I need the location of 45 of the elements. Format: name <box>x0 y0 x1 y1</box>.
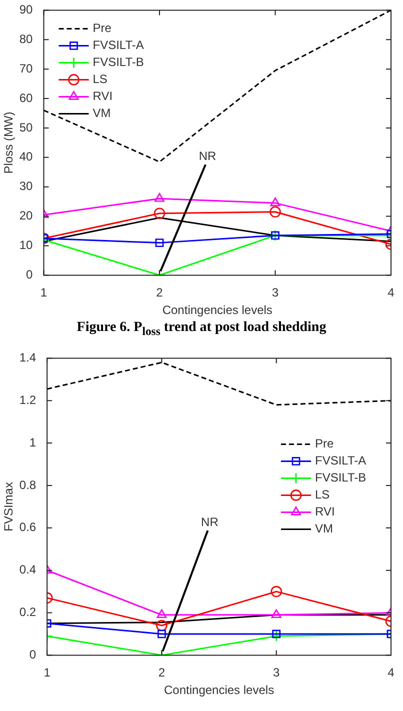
y-tick-label: 40 <box>19 150 34 164</box>
x-tick-label: 1 <box>44 666 51 680</box>
y-tick-label: 80 <box>19 32 34 46</box>
legend-label: FVSILT-B <box>92 55 144 70</box>
x-tick-label: 2 <box>156 286 164 300</box>
legend-label: FVSILT-A <box>92 38 144 52</box>
y-tick-label: 0.2 <box>19 604 36 619</box>
legend-label: RVI <box>92 89 113 104</box>
y-tick-label: 70 <box>19 61 34 76</box>
y-tick-label: 30 <box>19 179 34 194</box>
y-tick-label: 0 <box>29 647 36 662</box>
y-tick-label: 0.4 <box>19 562 36 576</box>
y-tick-label: 1.4 <box>19 350 36 364</box>
y-tick-label: 20 <box>19 208 34 223</box>
y-axis-title: FVSImax <box>2 482 16 532</box>
x-axis-title: Contingencies levels <box>164 682 274 697</box>
y-tick-label: 1.2 <box>19 392 36 407</box>
y-tick-label: 0 <box>26 268 34 282</box>
legend-label: FVSILT-B <box>315 470 366 484</box>
legend-label: RVI <box>315 504 335 518</box>
legend-label: LS <box>92 72 108 86</box>
legend-label: FVSILT-A <box>315 453 366 468</box>
y-axis-title: Ploss (MW) <box>2 112 16 174</box>
legend-label: LS <box>315 487 330 502</box>
y-tick-label: 60 <box>19 90 34 105</box>
y-tick-label: 1 <box>29 435 36 450</box>
y-tick-label: 90 <box>19 2 34 17</box>
x-tick-label: 3 <box>273 666 280 680</box>
legend-label: Pre <box>92 21 112 36</box>
x-tick-label: 3 <box>272 286 279 300</box>
x-tick-label: 1 <box>40 286 48 300</box>
x-axis-title: Contingencies levels <box>162 303 272 318</box>
legend-label: VM <box>92 106 111 120</box>
y-tick-label: 0.6 <box>19 520 36 534</box>
y-tick-label: 50 <box>19 120 34 134</box>
x-tick-label: 2 <box>158 666 166 680</box>
y-tick-label: 0.8 <box>19 478 36 492</box>
y-tick-label: 10 <box>19 238 34 252</box>
x-tick-label: 4 <box>388 286 395 300</box>
legend-label: Pre <box>315 436 334 450</box>
annotation: NR <box>198 148 216 163</box>
caption: Figure 6. P$_{loss}$ trend at post load shedding <box>76 320 328 338</box>
x-tick-label: 4 <box>388 666 395 680</box>
annotation: NR <box>201 514 219 529</box>
legend-label: VM <box>315 521 334 536</box>
